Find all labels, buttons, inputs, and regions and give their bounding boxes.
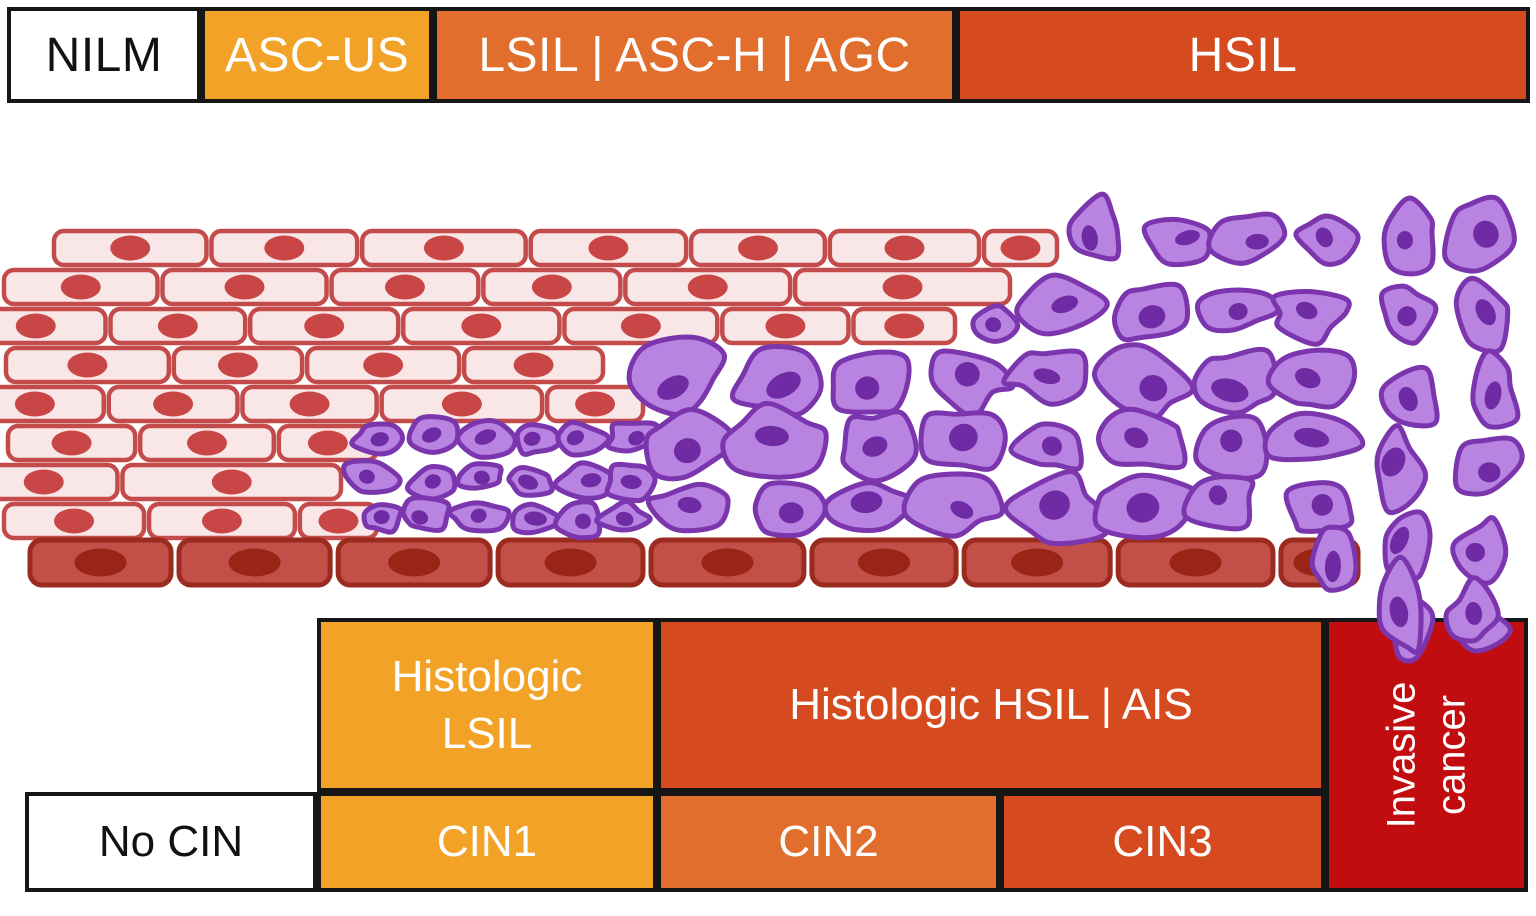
cytology-segment-asc-us: ASC-US [201,7,433,103]
cytology-label-hsil: HSIL [1188,28,1298,82]
histology-segment-histologic-lsil: Histologic LSIL [317,618,657,792]
normal-squamous-cells [0,228,1060,541]
cytology-label-nilm: NILM [45,28,163,82]
cytology-segment-lsil-asch-agc: LSIL | ASC-H | AGC [433,7,956,103]
cin-label-no-cin: No CIN [98,817,244,866]
dysplastic-cells [341,191,1525,664]
cin-segment-cin1: CIN1 [317,792,657,892]
histology-segment-histologic-hsil-ais: Histologic HSIL | AIS [657,618,1325,792]
histology-label-histologic-lsil: Histologic LSIL [391,651,583,758]
histology-segment-invasive-cancer: Invasive cancer [1325,618,1528,892]
cytology-label-asc-us: ASC-US [224,28,410,82]
cin-label-cin3: CIN3 [1112,817,1213,866]
cin-segment-cin3: CIN3 [1000,792,1325,892]
histology-label-histologic-hsil-ais: Histologic HSIL | AIS [789,680,1193,730]
cytology-segment-hsil: HSIL [956,7,1530,103]
cin-segment-no-cin: No CIN [25,792,317,892]
histology-label-invasive-cancer: Invasive cancer [1379,681,1474,829]
cytology-segment-nilm: NILM [7,7,201,103]
cytology-label-lsil-asch-agc: LSIL | ASC-H | AGC [478,28,911,82]
cin-segment-cin2: CIN2 [657,792,1000,892]
cin-label-cin2: CIN2 [778,817,879,866]
cin-label-cin1: CIN1 [436,817,538,866]
basal-cell-layer [27,537,1361,588]
